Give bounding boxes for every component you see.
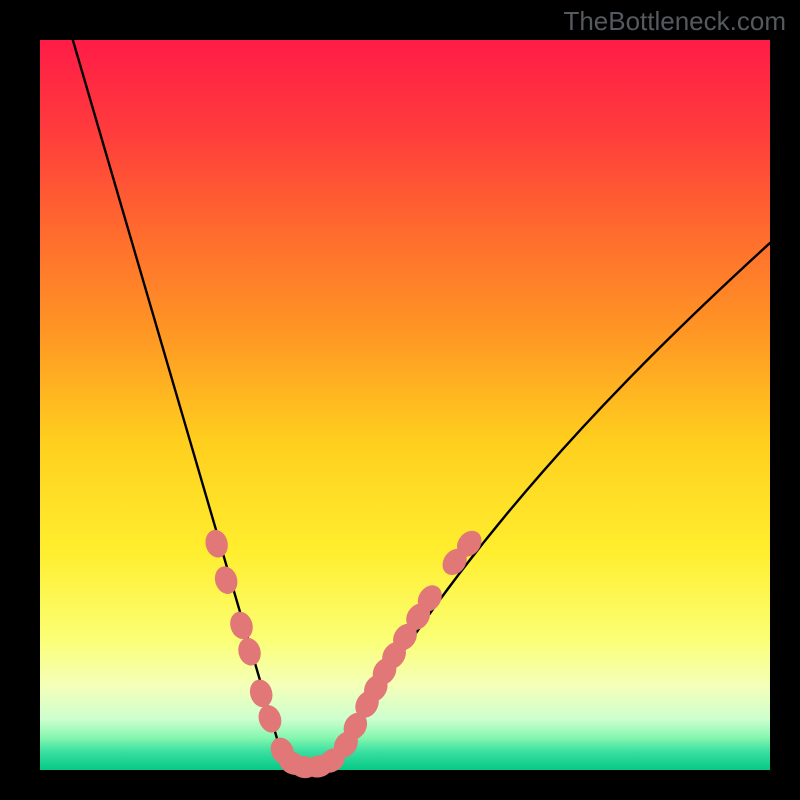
chart-stage: TheBottleneck.com: [0, 0, 800, 800]
bottleneck-chart: [0, 0, 800, 800]
watermark-text: TheBottleneck.com: [563, 6, 786, 37]
plot-background: [40, 40, 770, 770]
